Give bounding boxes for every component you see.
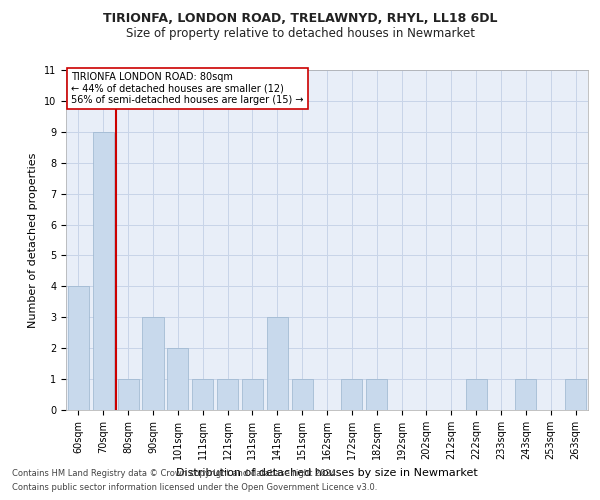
Bar: [466, 379, 487, 410]
Text: Contains HM Land Registry data © Crown copyright and database right 2024.: Contains HM Land Registry data © Crown c…: [12, 468, 338, 477]
Bar: [292, 379, 313, 410]
Text: TIRIONFA LONDON ROAD: 80sqm
← 44% of detached houses are smaller (12)
56% of sem: TIRIONFA LONDON ROAD: 80sqm ← 44% of det…: [71, 72, 304, 105]
X-axis label: Distribution of detached houses by size in Newmarket: Distribution of detached houses by size …: [176, 468, 478, 477]
Bar: [267, 318, 288, 410]
Bar: [242, 379, 263, 410]
Bar: [68, 286, 89, 410]
Text: Size of property relative to detached houses in Newmarket: Size of property relative to detached ho…: [125, 28, 475, 40]
Bar: [142, 318, 164, 410]
Bar: [192, 379, 213, 410]
Bar: [341, 379, 362, 410]
Bar: [565, 379, 586, 410]
Bar: [118, 379, 139, 410]
Y-axis label: Number of detached properties: Number of detached properties: [28, 152, 38, 328]
Bar: [93, 132, 114, 410]
Bar: [515, 379, 536, 410]
Text: TIRIONFA, LONDON ROAD, TRELAWNYD, RHYL, LL18 6DL: TIRIONFA, LONDON ROAD, TRELAWNYD, RHYL, …: [103, 12, 497, 26]
Bar: [167, 348, 188, 410]
Text: Contains public sector information licensed under the Open Government Licence v3: Contains public sector information licen…: [12, 484, 377, 492]
Bar: [366, 379, 387, 410]
Bar: [217, 379, 238, 410]
